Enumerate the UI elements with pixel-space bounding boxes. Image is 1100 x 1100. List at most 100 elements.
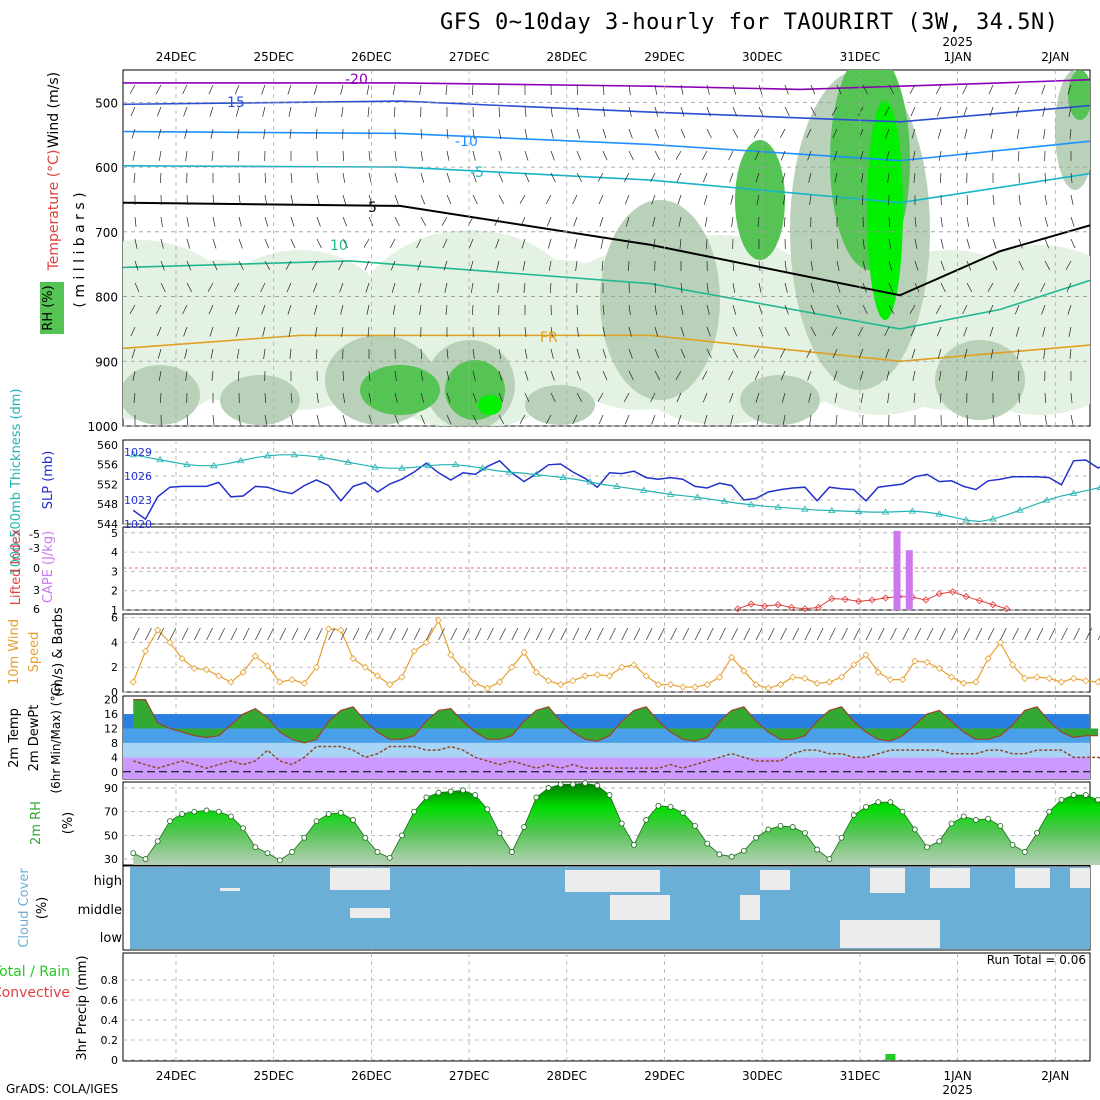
wind-barb (914, 627, 922, 641)
temp-tick-0: 0 (111, 766, 118, 779)
precip-tick-0.6: 0.6 (101, 994, 119, 1007)
wind-barb (328, 627, 336, 641)
rh-point (1021, 849, 1028, 855)
wind-speed-point (850, 661, 858, 669)
wind-barb (865, 627, 873, 641)
rh-point (643, 817, 650, 823)
wind-barb (389, 627, 397, 641)
rh-point (289, 849, 295, 855)
cape-tick-5: 5 (111, 527, 118, 540)
lifted-index-point (989, 601, 997, 609)
wind-barb (987, 627, 995, 641)
cloud-patch-11 (350, 908, 390, 918)
p1-tick-1000: 1000 (87, 420, 118, 434)
rh-point (264, 850, 271, 857)
wind-barb (267, 627, 274, 641)
thick-tick-560: 560 (97, 439, 118, 452)
thickness-point (183, 460, 191, 468)
cape-tick-1: 1 (111, 604, 118, 617)
wind-tick-4: 4 (111, 636, 118, 649)
run-total: Run Total = 0.06 (987, 953, 1086, 967)
wind-barb (438, 627, 445, 641)
thickness-point (801, 505, 809, 512)
isotherm-3 (123, 164, 1090, 204)
cloud-patch-7 (1015, 868, 1050, 888)
thickness-point (935, 510, 943, 517)
wind-barb (902, 627, 910, 641)
date-bottom-0: 24DEC (156, 1069, 196, 1083)
lifted-index-point (962, 592, 970, 601)
wind-speed-point (532, 668, 540, 676)
wind-barb (609, 627, 616, 641)
thickness-point (451, 460, 460, 468)
lifted-index-point (787, 603, 796, 612)
thickness-point (613, 482, 621, 489)
rh-point (850, 812, 857, 819)
rh-point (130, 850, 137, 857)
wind-speed-point (752, 681, 760, 689)
wind-speed-point (215, 672, 223, 680)
wind-barb (804, 627, 812, 641)
cloud-level-high: high (94, 874, 122, 889)
date-bottom-9: 2JAN (1041, 1069, 1069, 1083)
rh-point (582, 780, 589, 787)
wind-speed-point (740, 667, 748, 675)
wind-speed-point (947, 673, 956, 681)
label-millibars: ( m i l l i b a r s ) (72, 192, 88, 307)
date-bottom-6: 30DEC (742, 1069, 782, 1083)
rh-point (142, 856, 149, 862)
wind-speed-point (642, 672, 650, 680)
wind-speed-point (251, 652, 259, 660)
wind-speed-point (1021, 674, 1029, 682)
rh-point (692, 822, 698, 829)
wind-barb (816, 627, 824, 641)
rh-tick-50: 50 (104, 829, 118, 842)
cloud-patch-10 (220, 888, 240, 891)
grads-credit: GrADS: COLA/IGES (6, 1082, 119, 1096)
wind-barb (1097, 635, 1100, 641)
wind-speed-line (132, 618, 1100, 689)
isotherm-label-0: -20 (345, 72, 368, 88)
precip-bar-0 (885, 1054, 896, 1060)
wind-speed-point (154, 626, 162, 634)
label-rh-pct: (%) (61, 812, 76, 835)
wind-barb (633, 627, 641, 641)
wind-speed-point (544, 677, 553, 685)
thickness-point (747, 500, 755, 508)
wind-barb (145, 627, 152, 641)
wind-barb (999, 627, 1007, 641)
date-top-7: 31DEC (840, 50, 880, 64)
wind-barb (169, 627, 177, 641)
thickness-line (133, 454, 1100, 523)
thickness-point (317, 453, 326, 460)
wind-speed-point (703, 681, 711, 689)
wind-barb (670, 627, 677, 641)
p1-tick-800: 800 (95, 291, 118, 305)
rh-point (814, 846, 821, 853)
wind-speed-point (557, 681, 565, 689)
thickness-point (1016, 506, 1024, 513)
li-tick-3: -3 (29, 542, 40, 555)
wind-speed-point (398, 673, 406, 681)
rh-point (252, 844, 259, 851)
label-2m-dewpt: 2m DewPt (27, 705, 42, 772)
wind-speed-point (1057, 678, 1065, 686)
rh-tick-30: 30 (104, 853, 118, 866)
cloud-patch-6 (930, 868, 970, 888)
date-bottom-3: 27DEC (449, 1069, 489, 1083)
lifted-index-line (737, 591, 1007, 610)
thickness-point (559, 473, 567, 480)
date-top-6: 30DEC (742, 50, 782, 64)
isotherm-5 (123, 260, 1090, 330)
temp-line (133, 699, 1099, 744)
rh-point (533, 794, 540, 801)
wind-speed-point (605, 672, 614, 680)
rh-point (753, 834, 759, 841)
wind-barb (157, 627, 165, 641)
wind-barb (694, 627, 702, 641)
wind-barb (279, 627, 287, 641)
temp-tick-12: 12 (104, 722, 118, 735)
wind-speed-point (312, 663, 321, 671)
thickness-point (828, 506, 836, 514)
wind-speed-point (361, 663, 369, 671)
